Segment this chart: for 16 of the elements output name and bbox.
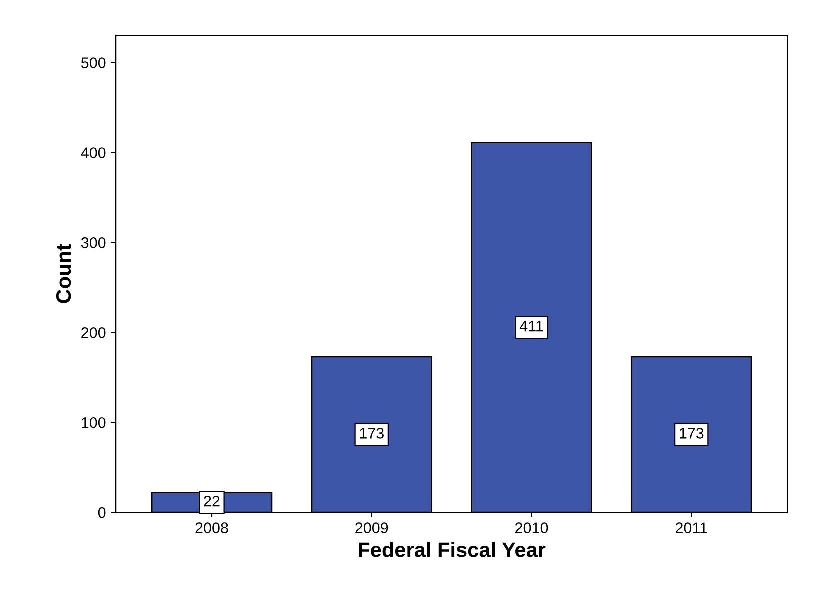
x-axis-title: Federal Fiscal Year (359, 542, 546, 558)
y-axis-title: Count (56, 244, 72, 304)
y-tick-label: 300 (81, 238, 106, 248)
y-tick-label: 100 (82, 417, 106, 428)
y-tick-label: 500 (81, 58, 106, 68)
data-label: 173 (360, 428, 384, 439)
x-tick-label: 2008 (196, 522, 228, 534)
data-label: 411 (520, 321, 544, 332)
y-tick-label: 200 (82, 328, 106, 338)
data-label: 22 (204, 496, 220, 507)
data-label: 173 (680, 428, 704, 439)
y-tick-label: 0 (98, 507, 106, 518)
x-tick-label: 2011 (676, 522, 708, 534)
x-tick-label: 2009 (356, 522, 388, 534)
x-tick-label: 2010 (516, 522, 548, 534)
y-tick-label: 400 (81, 148, 106, 158)
